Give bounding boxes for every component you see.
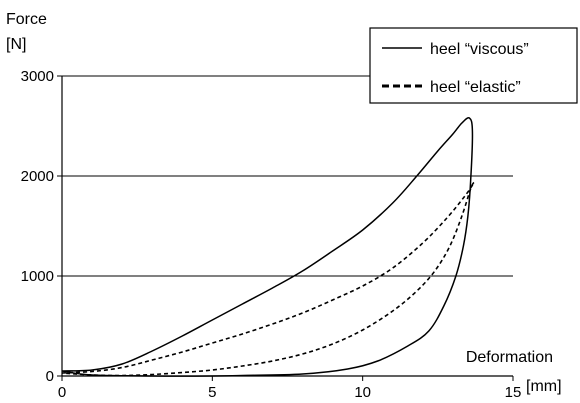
y-tick-label-1000: 1000 (21, 268, 54, 285)
series-line-viscous (61, 116, 474, 377)
y-tick-label-2000: 2000 (21, 168, 54, 185)
x-axis-label: Deformation (466, 349, 553, 366)
y-tick-label-3000: 3000 (21, 68, 54, 85)
series-layer (61, 116, 475, 377)
x-axis-unit: [mm] (526, 378, 562, 395)
grid-lines (62, 75, 513, 277)
legend-box (369, 27, 578, 104)
y-tick-label-0: 0 (46, 368, 54, 385)
legend: heel “viscous” heel “elastic” (369, 27, 578, 104)
x-tick-label-15: 15 (505, 384, 522, 401)
legend-label-viscous: heel “viscous” (430, 41, 529, 58)
x-tick-label-5: 5 (208, 384, 216, 401)
legend-label-elastic: heel “elastic” (430, 79, 521, 96)
y-axis-unit: [N] (6, 36, 26, 53)
x-tick-label-10: 10 (354, 384, 371, 401)
x-tick-label-0: 0 (58, 384, 66, 401)
series-line-elastic (61, 181, 475, 377)
y-axis-label: Force (6, 11, 47, 28)
axis-ticks: 0 1000 2000 3000 0 5 10 15 (21, 68, 522, 401)
